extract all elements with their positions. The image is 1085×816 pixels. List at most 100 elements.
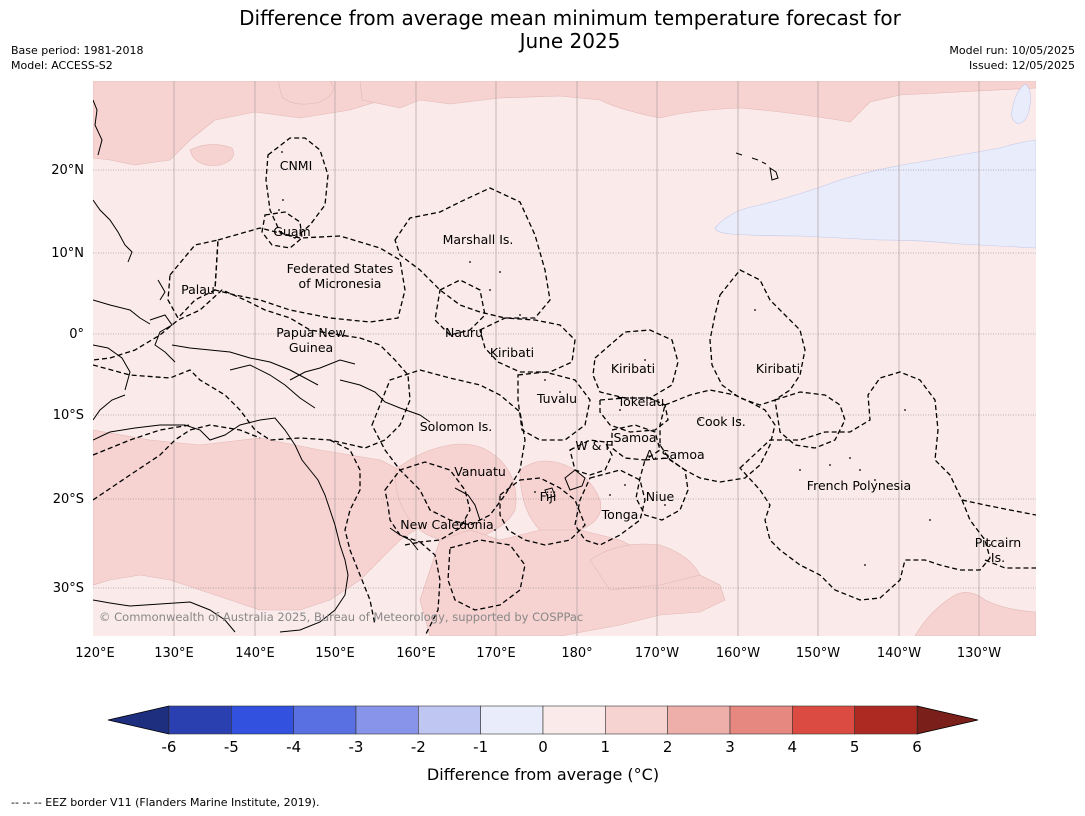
lat-tick-20s: 20°S (53, 492, 84, 507)
chart-title: Difference from average mean minimum tem… (0, 7, 1085, 53)
label-solomon-islands: Solomon Is. (420, 419, 493, 434)
lon-tick-160e: 160°E (396, 646, 436, 661)
label-tuvalu: Tuvalu (536, 391, 577, 406)
lon-tick-140e: 140°E (235, 646, 275, 661)
colorbar-tick-label: 4 (788, 738, 798, 756)
lon-tick-170e: 170°E (476, 646, 516, 661)
colorbar-tick-label: 3 (725, 738, 735, 756)
colorbar-tick-label: -5 (224, 738, 239, 756)
colorbar-tick-label: -3 (349, 738, 364, 756)
colorbar-tick-label: -6 (162, 738, 177, 756)
anomaly-minus1-0-spot (1011, 83, 1031, 125)
model-name: Model: ACCESS-S2 (11, 59, 113, 72)
lat-tick-0: 0° (69, 327, 84, 342)
eez-footer-note: -- -- -- EEZ border V11 (Flanders Marine… (11, 796, 320, 809)
colorbar-bin (792, 705, 855, 735)
colorbar-bin (293, 705, 357, 735)
meta-left: Base period: 1981-2018 Model: ACCESS-S2 (11, 43, 143, 73)
colorbar-bin (418, 705, 481, 735)
lat-tick-30s: 30°S (53, 581, 84, 596)
lat-tick-20n: 20°N (51, 163, 84, 178)
label-pitcairn-line2: Is. (991, 550, 1005, 565)
label-wallis-futuna: W & F (575, 438, 612, 453)
region-labels: CNMI Guam Marshall Is. Federated States … (181, 158, 1021, 565)
colorbar-bin (542, 705, 606, 735)
label-palau: Palau (181, 282, 215, 297)
colorbar-label: Difference from average (°C) (427, 765, 659, 784)
label-french-polynesia: French Polynesia (807, 478, 911, 493)
lon-tick-140w: 140°W (877, 646, 921, 661)
issued-date: Issued: 12/05/2025 (968, 59, 1075, 72)
label-fsm-line2: of Micronesia (299, 276, 382, 291)
label-png-line2: Guinea (289, 340, 333, 355)
colorbar-tick-label: -2 (411, 738, 426, 756)
label-tonga: Tonga (601, 507, 639, 522)
label-cook-islands: Cook Is. (696, 414, 745, 429)
colorbar-bin (168, 705, 232, 735)
label-niue: Niue (646, 489, 675, 504)
label-cnmi: CNMI (280, 158, 313, 173)
colorbar-tick-label: 0 (538, 738, 548, 756)
label-marshall-islands: Marshall Is. (443, 232, 514, 247)
longitude-tick-labels: 120°E 130°E 140°E 150°E 160°E 170°E 180°… (75, 646, 1001, 661)
label-guam: Guam (273, 224, 310, 239)
label-fiji: Fiji (540, 489, 557, 504)
lon-tick-130w: 130°W (957, 646, 1001, 661)
colorbar-bin (480, 705, 544, 735)
lat-tick-10s: 10°S (53, 408, 84, 423)
colorbar-bins (168, 705, 918, 735)
colorbar-bin (854, 705, 918, 735)
label-kiribati-west: Kiribati (490, 345, 534, 360)
eez-borders (93, 137, 1036, 636)
colorbar-tick-label: 6 (912, 738, 922, 756)
colorbar-tick-label: 5 (850, 738, 860, 756)
colorbar-bin (667, 705, 731, 735)
map-plot-area: CNMI Guam Marshall Is. Federated States … (93, 81, 1036, 636)
label-pitcairn-line1: Pitcairn (975, 535, 1021, 550)
label-png-line1: Papua New (276, 325, 345, 340)
colorbar-bin (729, 705, 793, 735)
model-run: Model run: 10/05/2025 (949, 44, 1075, 57)
colorbar-tick-label: 1 (601, 738, 611, 756)
label-vanuatu: Vanuatu (454, 464, 506, 479)
lon-tick-150e: 150°E (315, 646, 355, 661)
coastlines (93, 99, 779, 633)
meta-right: Model run: 10/05/2025 Issued: 12/05/2025 (949, 43, 1075, 73)
lon-tick-160w: 160°W (716, 646, 760, 661)
anomaly-minus1-0-region (714, 139, 1036, 249)
lon-tick-170w: 170°W (635, 646, 679, 661)
lat-tick-10n: 10°N (51, 246, 84, 261)
colorbar-tick-label: 2 (663, 738, 673, 756)
colorbar-tick-labels: -6 -5 -4 -3 -2 -1 0 1 2 3 4 5 6 (162, 738, 922, 756)
lon-tick-180: 180° (561, 646, 592, 661)
label-american-samoa: A. Samoa (645, 447, 704, 462)
title-line-2: June 2025 (519, 29, 621, 53)
island-dots (278, 151, 991, 566)
label-kiribati-east: Kiribati (756, 361, 800, 376)
title-line-1: Difference from average mean minimum tem… (239, 6, 901, 30)
lon-tick-130e: 130°E (154, 646, 194, 661)
colorbar: -6 -5 -4 -3 -2 -1 0 1 2 3 4 5 6 Difference from aver… (107, 705, 979, 784)
colorbar-over-triangle (916, 705, 979, 735)
colorbar-tick-label: -4 (286, 738, 301, 756)
latitude-gridlines (93, 169, 1036, 589)
copyright-notice: © Commonwealth of Australia 2025, Bureau… (99, 610, 583, 624)
colorbar-bin (231, 705, 294, 735)
longitude-gridlines (173, 81, 980, 636)
label-fsm-line1: Federated States (287, 261, 394, 276)
label-tokelau: Tokelau (617, 394, 665, 409)
label-nauru: Nauru (445, 325, 483, 340)
colorbar-under-triangle (107, 705, 170, 735)
base-period: Base period: 1981-2018 (11, 44, 144, 57)
label-new-caledonia: New Caledonia (400, 517, 493, 532)
colorbar-bin (605, 705, 668, 735)
anomaly-1-2-regions (93, 81, 1036, 636)
colorbar-bin (355, 705, 419, 735)
colorbar-tick-label: -1 (473, 738, 488, 756)
lon-tick-120e: 120°E (75, 646, 115, 661)
label-kiribati-central: Kiribati (611, 361, 655, 376)
latitude-tick-labels: 20°N 10°N 0° 10°S 20°S 30°S (51, 163, 84, 596)
lon-tick-150w: 150°W (796, 646, 840, 661)
label-samoa: Samoa (613, 430, 656, 445)
